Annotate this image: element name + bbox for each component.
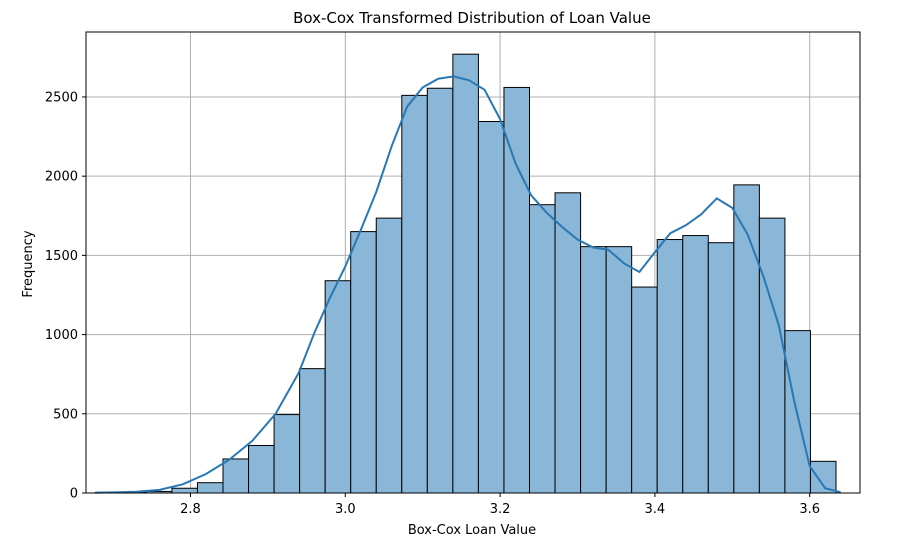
histogram-bar: [656, 239, 684, 494]
histogram-bar: [707, 242, 735, 494]
histogram-bar: [809, 460, 837, 494]
x-axis-label: Box-Cox Loan Value: [408, 523, 536, 538]
histogram-bar: [273, 414, 301, 494]
histogram-bar: [758, 217, 786, 494]
histogram-bar: [401, 94, 428, 494]
y-tick-label: 500: [53, 407, 78, 422]
histogram-bar: [631, 286, 658, 494]
histogram-bar: [503, 86, 531, 494]
x-axis-ticks: 2.8 3.0 3.2 3.4 3.6: [180, 493, 820, 517]
histogram-bar: [529, 204, 556, 494]
histogram-bar: [452, 53, 479, 494]
y-tick-label: 0: [70, 487, 78, 502]
y-axis-label: Frequency: [21, 230, 36, 297]
x-tick-label: 3.6: [799, 502, 820, 517]
histogram-bar: [426, 87, 454, 494]
histogram-bars: [94, 53, 837, 494]
x-tick-label: 3.2: [490, 502, 511, 517]
chart-title: Box-Cox Transformed Distribution of Loan…: [293, 9, 651, 27]
histogram-bar: [248, 444, 275, 494]
kde-curve: [95, 75, 841, 494]
histogram-bar: [605, 246, 633, 494]
histogram-bar: [299, 368, 326, 494]
x-tick-label: 2.8: [180, 502, 201, 517]
y-tick-label: 2500: [45, 90, 78, 105]
histogram-bar: [375, 217, 403, 494]
y-tick-label: 1000: [45, 328, 78, 343]
x-tick-label: 3.4: [645, 502, 666, 517]
histogram-bar: [580, 246, 607, 494]
histogram-bar: [171, 487, 198, 494]
y-axis-ticks: 0 500 1000 1500 2000 2500: [45, 90, 86, 502]
y-tick-label: 2000: [45, 170, 78, 185]
histogram-bar: [477, 121, 505, 494]
histogram-bar: [350, 231, 377, 494]
plot-frame: [85, 31, 861, 494]
histogram-bar: [324, 280, 352, 494]
x-tick-label: 3.0: [335, 502, 356, 517]
histogram-bar: [682, 235, 709, 494]
histogram-bar: [196, 482, 224, 494]
histogram-bar: [222, 458, 250, 494]
y-tick-label: 1500: [45, 249, 78, 264]
